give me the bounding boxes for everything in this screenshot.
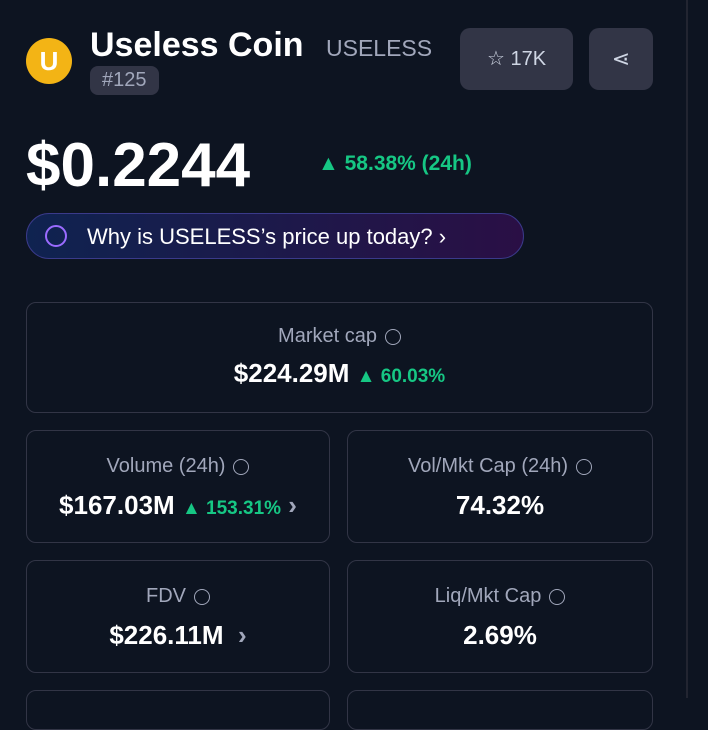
stat-value: $226.11M: [109, 620, 224, 650]
price-change: ▲ 58.38% (24h): [318, 152, 472, 175]
stat-value: $167.03M: [59, 490, 175, 520]
stat-card: Vol/Mkt Cap (24h) 74.32%: [347, 430, 653, 543]
price-change-text: 58.38% (24h): [344, 152, 472, 175]
stat-card: Market cap $224.29M ▲ 60.03%: [26, 302, 653, 413]
stat-card: Liq/Mkt Cap 2.69%: [347, 560, 653, 673]
watchlist-button[interactable]: ☆ 17K: [460, 28, 573, 90]
rank: #125: [90, 66, 159, 95]
stat-change: 60.03%: [380, 366, 446, 387]
stat-card: [26, 690, 330, 730]
page: U Useless Coin USELESS #125 ☆ 17K ⋖ $0.2…: [26, 0, 688, 730]
watchlist-count: 17K: [510, 48, 547, 70]
stat-card[interactable]: FDV $226.11M ›: [26, 560, 330, 673]
ai-prompt-text: Why is USELESS’s price up today?: [87, 224, 433, 249]
stat-label: Market cap: [278, 325, 377, 347]
stat-label: FDV: [146, 585, 186, 607]
stat-label: Liq/Mkt Cap: [434, 585, 542, 607]
stat-card[interactable]: Volume (24h) $167.03M ▲ 153.31% ›: [26, 430, 330, 543]
coin-name: Useless Coin: [90, 26, 304, 64]
price: $0.2244: [26, 131, 251, 200]
stat-label: Vol/Mkt Cap (24h): [407, 455, 569, 477]
ai-icon: [45, 225, 67, 247]
share-button[interactable]: ⋖: [589, 28, 653, 90]
stat-change: 153.31%: [206, 498, 282, 519]
stat-value: $224.29M: [233, 358, 350, 388]
divider: [686, 0, 688, 698]
coin-logo: U: [26, 38, 72, 84]
stat-label: Volume (24h): [106, 455, 226, 477]
stat-card: [347, 690, 653, 730]
stat-value: 2.69%: [463, 620, 537, 650]
ai-prompt[interactable]: Why is USELESS’s price up today? ›: [26, 213, 524, 259]
coin-symbol: USELESS: [326, 35, 433, 61]
stat-value: 74.32%: [455, 490, 545, 520]
